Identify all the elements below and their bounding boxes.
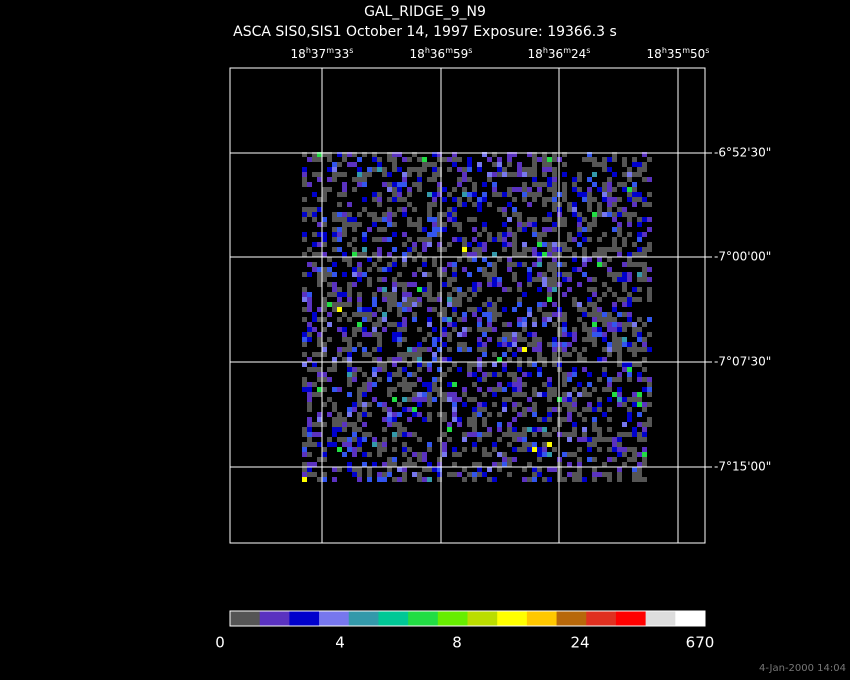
unit-superscript: s (705, 46, 709, 55)
image-pixels (302, 152, 652, 482)
unit-superscript: h (543, 46, 548, 55)
image-pixels (302, 152, 652, 482)
colorbar-frame (229, 610, 706, 627)
dec-label: -7°07'30" (714, 355, 771, 369)
value: 36 (430, 47, 445, 61)
colorbar-label: 0 (215, 634, 225, 652)
unit-superscript: m (445, 46, 453, 55)
colorbar-label: 670 (686, 634, 715, 652)
value: 18 (291, 47, 306, 61)
unit-superscript: m (563, 46, 571, 55)
frame (229, 67, 706, 544)
colorbar-cell (497, 611, 528, 626)
colorbar-cell (319, 611, 350, 626)
value: 33 (334, 47, 349, 61)
colorbar-cell (259, 611, 290, 626)
colorbar: 0 4 8 24 670 (215, 610, 715, 652)
colorbar-cell (675, 611, 706, 626)
unit-superscript: h (662, 46, 667, 55)
value: 24 (571, 47, 586, 61)
value: 59 (453, 47, 468, 61)
dec-label: -7°00'00" (714, 250, 771, 264)
unit-superscript: m (682, 46, 690, 55)
value: 50 (690, 47, 705, 61)
dec-labels: -6°52'30" -7°00'00" -7°07'30" -7°15'00" (705, 146, 771, 474)
image-data (302, 152, 652, 482)
unit-superscript: s (586, 46, 590, 55)
ra-label: 18h36m59s (410, 46, 473, 61)
colorbar-cell (615, 611, 647, 626)
value: 37 (311, 47, 326, 61)
title: GAL_RIDGE_9_N9 (364, 4, 486, 20)
value: 18 (410, 47, 425, 61)
colorbar-label: 24 (570, 634, 589, 652)
subtitle: ASCA SIS0,SIS1 October 14, 1997 Exposure… (233, 24, 617, 40)
colorbar-cell (348, 611, 379, 626)
ra-label: 18h36m24s (528, 46, 591, 61)
colorbar-cell (467, 611, 498, 626)
colorbar-cell (586, 611, 617, 626)
dec-label: -7°15'00" (714, 460, 771, 474)
colorbar-cell (408, 611, 439, 626)
colorbar-cell (556, 611, 587, 626)
value: 36 (548, 47, 563, 61)
unit-superscript: h (425, 46, 430, 55)
colorbar-cell (378, 611, 409, 626)
value: 18 (647, 47, 662, 61)
value: 35 (667, 47, 682, 61)
unit-superscript: m (326, 46, 334, 55)
unit-superscript: s (468, 46, 472, 55)
ra-labels: 18h37m33s 18h36m59s 18h36m24s 18h35m50s (291, 46, 710, 61)
unit-superscript: h (306, 46, 311, 55)
ra-label: 18h35m50s (647, 46, 710, 61)
colorbar-label: 4 (335, 634, 345, 652)
coordinate-grid (230, 68, 705, 543)
value: 18 (528, 47, 543, 61)
colorbar-cell (289, 611, 320, 626)
unit-superscript: s (349, 46, 353, 55)
colorbar-cell (230, 611, 261, 626)
colorbar-label: 8 (452, 634, 462, 652)
ra-label: 18h37m33s (291, 46, 354, 61)
image-pixels (302, 152, 652, 482)
colorbar-cell (437, 611, 468, 626)
colorbar-cell (526, 611, 558, 626)
timestamp: 4-Jan-2000 14:04 (759, 663, 846, 674)
colorbar-cell (645, 611, 676, 626)
dec-label: -6°52'30" (714, 146, 771, 160)
